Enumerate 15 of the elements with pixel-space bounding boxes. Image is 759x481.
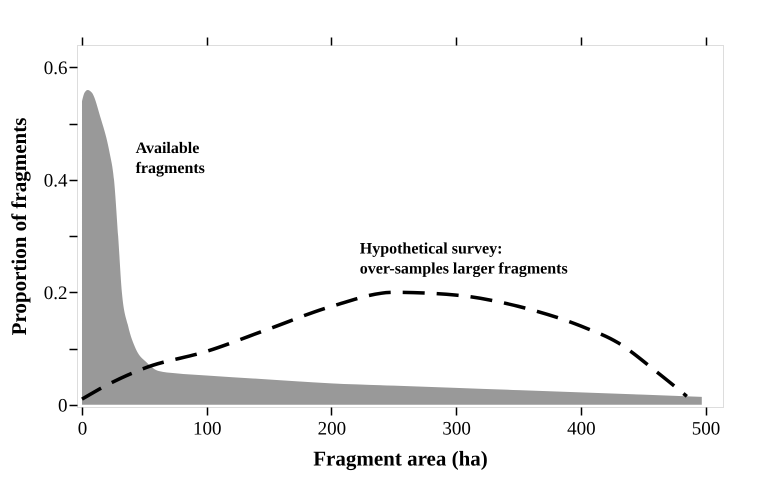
y-axis-title: Proportion of fragments	[6, 118, 31, 336]
line-series	[80, 290, 689, 401]
x-tick-label: 200	[318, 418, 346, 440]
y-tick-label: 0.2	[44, 282, 68, 304]
series-label: Hypothetical survey: over-samples larger fragments	[360, 240, 568, 278]
x-axis-title: Fragment area (ha)	[313, 446, 488, 470]
y-tick-label: 0.6	[44, 58, 68, 79]
x-tick-label: 100	[192, 418, 222, 440]
x-tick-label: 500	[692, 418, 720, 440]
series-label: Available fragments	[136, 140, 205, 177]
x-tick-label: 300	[442, 418, 471, 440]
x-tick-label: 400	[567, 418, 596, 440]
x-tick-label: 0	[78, 418, 88, 440]
y-tick-label: 0.4	[44, 170, 68, 192]
y-tick-label: 0	[58, 395, 68, 416]
